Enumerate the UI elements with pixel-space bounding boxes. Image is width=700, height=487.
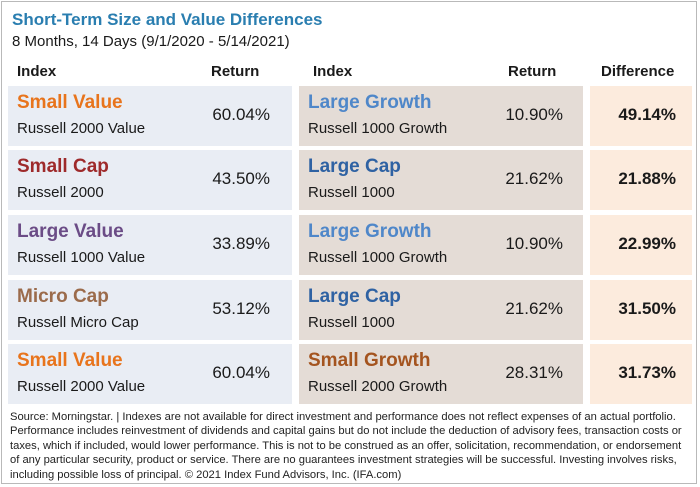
left-index-benchmark: Russell 1000 Value — [17, 249, 146, 266]
right-return-value: 21.62% — [505, 299, 563, 318]
left-index-cell: Large Value Russell 1000 Value 33.89% — [8, 215, 292, 275]
right-return-value: 10.90% — [505, 105, 563, 124]
right-index-benchmark: Russell 1000 Growth — [308, 249, 448, 266]
left-index-cell: Micro Cap Russell Micro Cap 53.12% — [8, 280, 292, 340]
table-row: Small Cap Russell 2000 43.50% Large Cap … — [2, 150, 698, 210]
right-index-name: Large Growth — [308, 92, 432, 113]
difference-value: 22.99% — [618, 234, 676, 253]
table-row: Small Value Russell 2000 Value 60.04% Sm… — [2, 344, 698, 404]
header-return-left: Return — [211, 63, 260, 80]
right-index-name: Large Cap — [308, 156, 401, 177]
left-index-benchmark: Russell 2000 Value — [17, 378, 146, 395]
right-index-cell: Large Cap Russell 1000 21.62% — [299, 150, 583, 210]
right-index-name: Small Growth — [308, 350, 431, 371]
right-index-cell: Small Growth Russell 2000 Growth 28.31% — [299, 344, 583, 404]
table-row: Large Value Russell 1000 Value 33.89% La… — [2, 215, 698, 275]
left-index-name: Small Cap — [17, 156, 109, 177]
difference-cell: 49.14% — [590, 86, 692, 146]
header-index-right: Index — [313, 63, 353, 80]
source-disclaimer: Source: Morningstar. | Indexes are not a… — [10, 411, 682, 481]
left-return-value: 60.04% — [212, 363, 270, 382]
header-return-right: Return — [508, 63, 557, 80]
left-index-cell: Small Value Russell 2000 Value 60.04% — [8, 344, 292, 404]
left-index-name: Small Value — [17, 92, 123, 113]
left-return-value: 33.89% — [212, 234, 270, 253]
left-index-cell: Small Value Russell 2000 Value 60.04% — [8, 86, 292, 146]
page-subtitle: 8 Months, 14 Days (9/1/2020 - 5/14/2021) — [12, 33, 290, 50]
right-return-value: 28.31% — [505, 363, 563, 382]
page-title: Short-Term Size and Value Differences — [12, 10, 323, 29]
right-index-name: Large Growth — [308, 221, 432, 242]
left-return-value: 53.12% — [212, 299, 270, 318]
left-index-name: Small Value — [17, 350, 123, 371]
right-index-benchmark: Russell 1000 Growth — [308, 120, 448, 137]
left-index-benchmark: Russell 2000 — [17, 184, 104, 201]
difference-cell: 22.99% — [590, 215, 692, 275]
difference-cell: 31.73% — [590, 344, 692, 404]
difference-cell: 21.88% — [590, 150, 692, 210]
left-index-name: Micro Cap — [17, 286, 109, 307]
left-index-benchmark: Russell Micro Cap — [17, 314, 139, 331]
left-index-name: Large Value — [17, 221, 124, 242]
difference-value: 49.14% — [618, 105, 676, 124]
right-index-benchmark: Russell 1000 — [308, 314, 395, 331]
right-index-cell: Large Growth Russell 1000 Growth 10.90% — [299, 86, 583, 146]
table-row: Micro Cap Russell Micro Cap 53.12% Large… — [2, 280, 698, 340]
right-index-benchmark: Russell 2000 Growth — [308, 378, 448, 395]
right-index-name: Large Cap — [308, 286, 401, 307]
difference-value: 31.50% — [618, 299, 676, 318]
left-return-value: 60.04% — [212, 105, 270, 124]
left-return-value: 43.50% — [212, 169, 270, 188]
right-return-value: 10.90% — [505, 234, 563, 253]
difference-value: 31.73% — [618, 363, 676, 382]
right-index-cell: Large Cap Russell 1000 21.62% — [299, 280, 583, 340]
right-return-value: 21.62% — [505, 169, 563, 188]
difference-value: 21.88% — [618, 169, 676, 188]
left-index-benchmark: Russell 2000 Value — [17, 120, 146, 137]
right-index-cell: Large Growth Russell 1000 Growth 10.90% — [299, 215, 583, 275]
difference-cell: 31.50% — [590, 280, 692, 340]
header-difference: Difference — [601, 63, 675, 80]
right-index-benchmark: Russell 1000 — [308, 184, 395, 201]
left-index-cell: Small Cap Russell 2000 43.50% — [8, 150, 292, 210]
header-index-left: Index — [17, 63, 57, 80]
table-row: Small Value Russell 2000 Value 60.04% La… — [2, 86, 698, 146]
